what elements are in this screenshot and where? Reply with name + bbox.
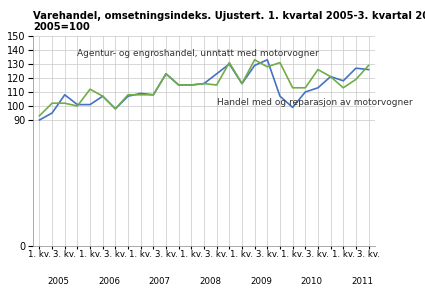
Text: 2009: 2009 (250, 277, 272, 286)
Text: 2005: 2005 (48, 277, 69, 286)
Text: 2010: 2010 (300, 277, 323, 286)
Text: Handel med og reparasjon av motorvogner: Handel med og reparasjon av motorvogner (217, 98, 412, 106)
Text: 2008: 2008 (199, 277, 221, 286)
Text: Varehandel, omsetningsindeks. Ujustert. 1. kvartal 2005-3. kvartal 2011.
2005=10: Varehandel, omsetningsindeks. Ujustert. … (33, 11, 425, 32)
Text: 2011: 2011 (351, 277, 373, 286)
Text: 2007: 2007 (149, 277, 171, 286)
Text: 2006: 2006 (98, 277, 120, 286)
Text: Agentur- og engroshandel, unntatt med motorvogner: Agentur- og engroshandel, unntatt med mo… (77, 49, 319, 58)
